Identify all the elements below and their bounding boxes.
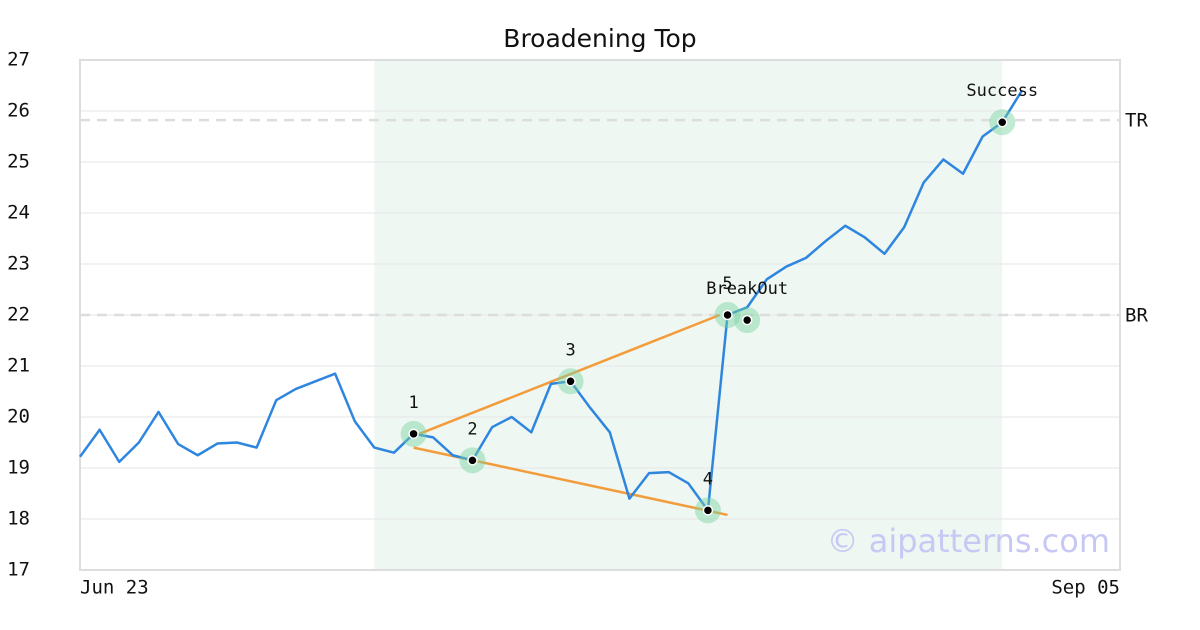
marker-dot [741, 314, 753, 326]
trend-line [419, 313, 721, 435]
y-tick-label: 26 [7, 100, 30, 122]
chart-title: Broadening Top [503, 24, 696, 53]
y-tick-label: 23 [7, 253, 30, 275]
x-tick-label: Jun 23 [80, 577, 149, 599]
marker-label: 4 [703, 469, 713, 489]
watermark: © aipatterns.com [827, 522, 1110, 560]
marker-dot [565, 376, 576, 387]
marker-dot [722, 309, 733, 321]
marker-label: 5 [722, 274, 732, 294]
marker-dot [997, 116, 1008, 128]
price-line [78, 89, 1023, 512]
marker-dot [702, 505, 714, 516]
reference-label: TR [1125, 110, 1148, 132]
marker-label: 1 [408, 393, 418, 413]
marker-label: Success [966, 81, 1038, 101]
x-tick-label: Sep 05 [1051, 577, 1120, 599]
y-tick-label: 19 [7, 457, 30, 479]
y-tick-label: 17 [7, 559, 30, 581]
marker-dot [467, 455, 478, 466]
y-tick-label: 20 [7, 406, 30, 428]
y-tick-label: 22 [7, 304, 30, 326]
reference-label: BR [1125, 305, 1148, 327]
y-tick-label: 27 [7, 49, 30, 71]
y-tick-label: 24 [7, 202, 30, 224]
y-tick-label: 18 [7, 508, 30, 530]
marker-label: 3 [565, 340, 575, 360]
marker-dot [408, 428, 419, 440]
marker-label: BreakOut [706, 279, 788, 299]
marker-label: 2 [467, 419, 477, 439]
y-tick-label: 25 [7, 151, 30, 173]
y-tick-label: 21 [7, 355, 30, 377]
